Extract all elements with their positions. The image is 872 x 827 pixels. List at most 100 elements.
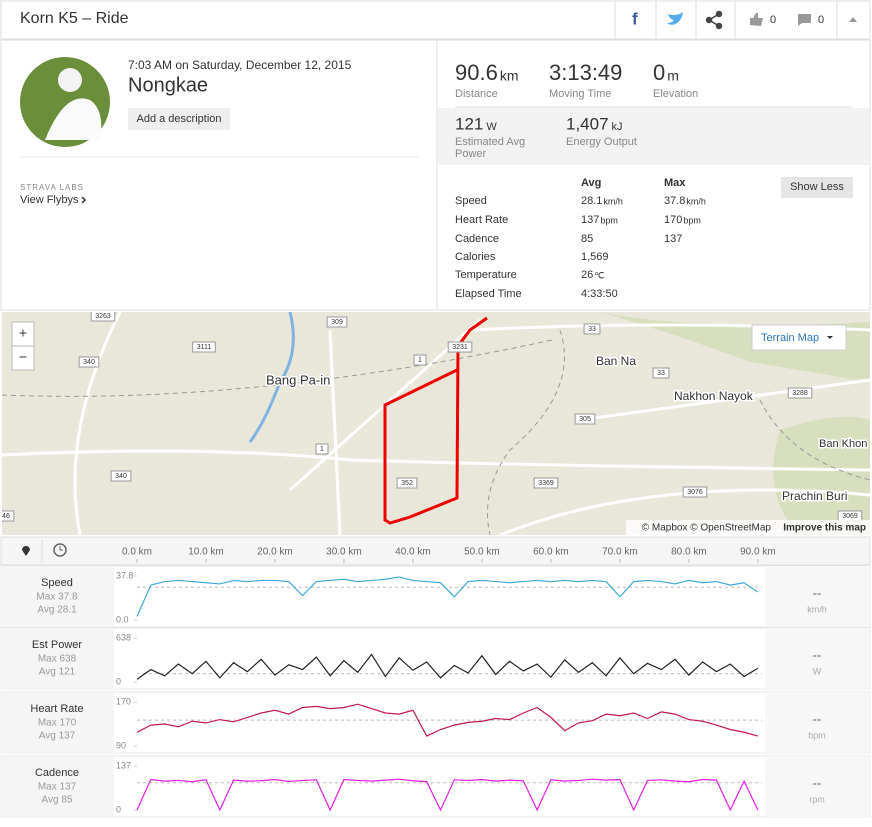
show-less-label[interactable]: Show Less (790, 181, 844, 193)
clock-hands (59, 546, 63, 551)
stream-current: -- (813, 585, 822, 600)
road-shield: 309 (326, 316, 348, 328)
header-bar (0, 0, 871, 40)
x-tick-label: 40.0 km (395, 547, 431, 558)
road-number: 340 (83, 359, 95, 366)
twitter-icon[interactable] (667, 12, 683, 25)
zoom-in[interactable]: + (19, 325, 27, 341)
stream-avg: Avg 28.1 (37, 605, 77, 616)
road-shield: 3231 (447, 341, 473, 353)
stat-label: Moving Time (549, 88, 611, 100)
comment-icon[interactable] (798, 14, 811, 26)
shield-box (396, 477, 418, 489)
row-unit: km/h (686, 196, 706, 206)
road-shield: 3111 (192, 341, 216, 353)
road-number: 3069 (842, 513, 858, 520)
dropdown-icon (827, 336, 833, 339)
x-tick-label: 20.0 km (257, 547, 293, 558)
stream-max: Max 37.8 (36, 592, 78, 603)
stream-current: -- (813, 775, 822, 790)
shield-box (315, 443, 329, 455)
road-shield: 3288 (787, 387, 813, 399)
stat-label: Distance (455, 88, 498, 100)
road-number: 3263 (95, 313, 111, 320)
avatar-body (45, 98, 102, 140)
y-tick-label: 170 (116, 696, 131, 706)
add-description-label[interactable]: Add a description (137, 113, 222, 125)
comment-count[interactable]: 0 (818, 14, 824, 26)
stream-avg: Avg 137 (39, 731, 76, 742)
road-number: 305 (579, 416, 591, 423)
stream-avg: Avg 85 (42, 795, 73, 806)
attribution[interactable]: © Mapbox © OpenStreetMap (642, 523, 772, 534)
road-number: 33 (588, 326, 596, 333)
stream-max: Max 170 (38, 718, 77, 729)
stat-value: 1,407 (566, 114, 609, 133)
stream-label-bg (1, 756, 114, 817)
road-shield: 3076 (682, 486, 708, 498)
y-tick-label: 90 (116, 740, 126, 750)
stream-line (136, 576, 759, 617)
row-avg: 26 (581, 269, 593, 281)
layer-label[interactable]: Terrain Map (761, 332, 819, 344)
place-label: Ban Khon (819, 438, 867, 450)
facebook-icon[interactable]: f (632, 9, 638, 28)
map-pin-icon[interactable] (22, 546, 30, 556)
chart-toolbar (0, 536, 871, 566)
kudos-count[interactable]: 0 (770, 14, 776, 26)
road-number: 309 (331, 319, 343, 326)
kudos-icon[interactable] (750, 13, 763, 26)
stat-value: 90.6 (455, 60, 498, 85)
shield-box (2, 510, 15, 522)
stream-current-bg (765, 628, 870, 689)
row-avg: 28.1 (581, 195, 602, 207)
shield-box (787, 387, 813, 399)
activity-title: Korn K5 – Ride (20, 10, 129, 27)
share-icon[interactable] (705, 10, 723, 30)
stream-current-bg (765, 692, 870, 753)
zoom-out[interactable]: − (19, 349, 27, 365)
clock-icon[interactable] (53, 543, 67, 557)
place-label: Prachin Buri (782, 489, 847, 503)
y-tick-label: 0 (116, 804, 121, 814)
shield-box (192, 341, 216, 353)
stat-unit: km (500, 68, 519, 84)
flyby-link[interactable]: View Flybys (20, 194, 79, 206)
x-tick-label: 10.0 km (188, 547, 224, 558)
stream-line (136, 778, 759, 812)
stat-unit: kJ (612, 121, 623, 133)
stream-line (136, 703, 759, 737)
x-tick-label: 30.0 km (326, 547, 362, 558)
collapse-icon[interactable] (849, 17, 857, 22)
road-number: 3288 (792, 390, 808, 397)
athlete-name[interactable]: Nongkae (128, 74, 208, 96)
road-number: 3111 (197, 344, 212, 351)
shield-box (413, 354, 427, 366)
y-tick-label: 0 (116, 676, 121, 686)
road-shield: 33 (652, 367, 670, 379)
road-number: 3369 (538, 480, 554, 487)
improve-map[interactable]: Improve this map (783, 523, 866, 534)
row-max: 137 (664, 233, 682, 245)
x-tick-label: 70.0 km (602, 547, 638, 558)
boundaries (2, 329, 870, 535)
shield-box (78, 356, 100, 368)
stream-name: Speed (41, 577, 73, 589)
show-less-button[interactable] (781, 177, 853, 198)
map[interactable]: Bang Pa-in Ban Na Nakhon Nayok Ban Khon Prac… (0, 311, 870, 535)
add-description-button[interactable] (128, 108, 230, 130)
label-line: Estimated Avg (455, 136, 525, 148)
max-header: Max (664, 177, 686, 189)
road-shield: 3369 (533, 477, 559, 489)
y-tick-label: 37.8 (116, 570, 134, 580)
shield-box (447, 341, 473, 353)
road-number: 3231 (452, 344, 468, 351)
stat-label: Elevation (653, 88, 698, 100)
shield-box (110, 470, 132, 482)
shield-box (652, 367, 670, 379)
road-shield: 340 (110, 470, 132, 482)
stream-row (0, 755, 871, 818)
stream-row (0, 627, 871, 690)
